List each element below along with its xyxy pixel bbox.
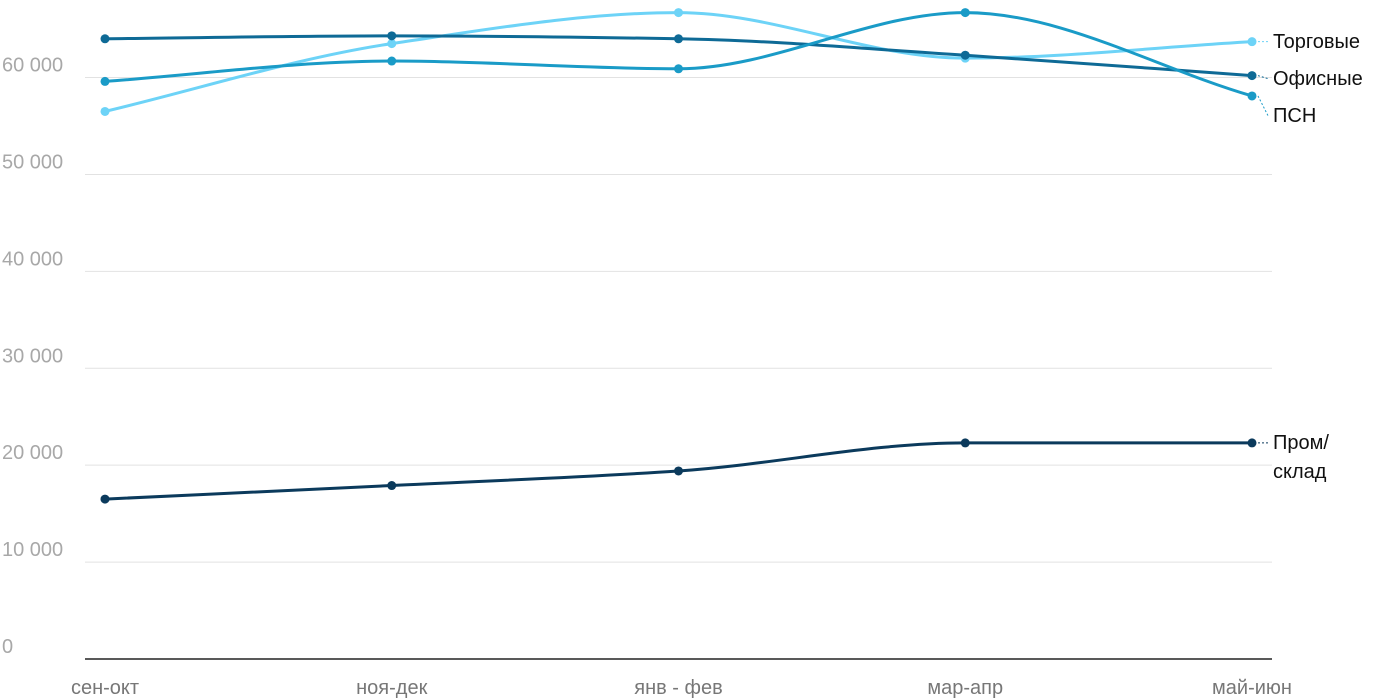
point [387,56,397,66]
point [100,34,110,44]
point [387,31,397,41]
point [1247,37,1257,47]
series-label: Офисные [1273,67,1363,90]
point [100,76,110,86]
point [100,106,110,116]
x-tick-label: май-июн [1212,677,1292,699]
point [960,438,970,448]
y-tick-label: 50 000 [2,151,63,173]
point [100,494,110,504]
label-connector [1257,95,1269,116]
point [960,50,970,60]
point [674,34,683,44]
y-tick-label: 40 000 [2,248,63,270]
y-tick-label: 10 000 [2,539,63,561]
label-connector [1257,75,1269,80]
series-label: ПСН [1273,104,1317,127]
point [674,466,683,476]
point [960,8,970,18]
y-tick-label: 30 000 [2,345,63,367]
point [674,8,683,18]
x-tick-label: сен-окт [71,677,139,699]
point [1247,71,1257,81]
point [387,39,397,49]
x-tick-label: мар-апр [927,677,1003,699]
y-tick-label: 60 000 [2,55,63,77]
point [1247,438,1257,448]
point [1247,91,1257,101]
point [387,481,397,491]
x-tick-label: ноя-дек [356,677,427,699]
y-tick-label: 20 000 [2,442,63,464]
y-tick-label: 0 [2,636,13,658]
series-label: Пром/ склад [1273,431,1329,483]
x-tick-label: янв - фев [634,677,722,699]
series-label: Торговые [1273,30,1361,53]
point [674,64,683,74]
